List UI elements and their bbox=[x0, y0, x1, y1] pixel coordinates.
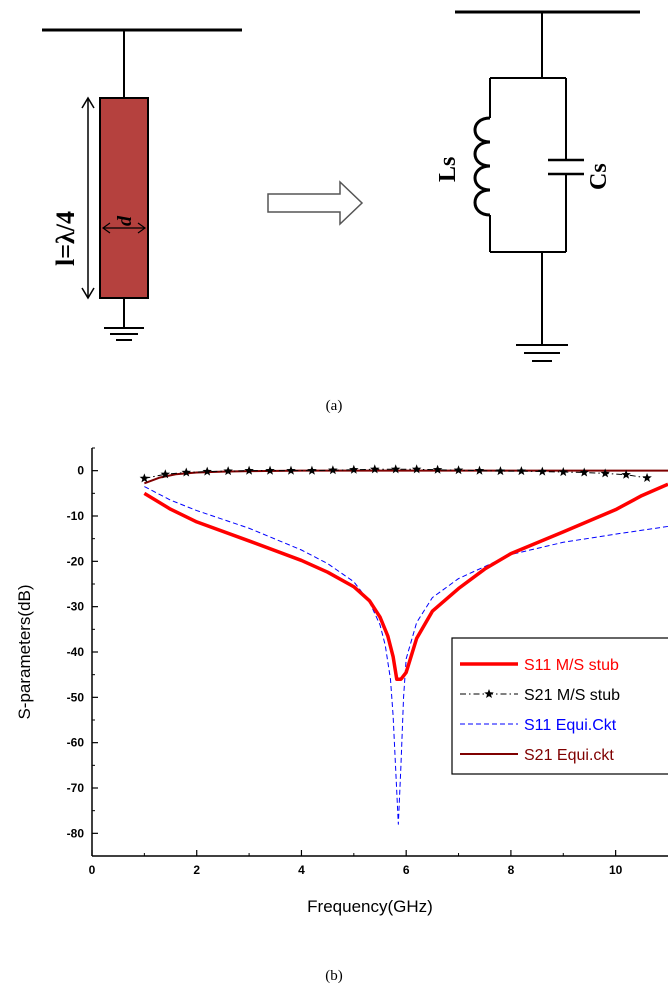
series-point-s21-m-s-stub bbox=[558, 467, 569, 477]
series-point-s21-m-s-stub bbox=[139, 473, 150, 483]
x-tick-label: 0 bbox=[89, 863, 96, 877]
stub-rect bbox=[99, 97, 149, 299]
x-tick-label: 6 bbox=[403, 863, 410, 877]
series-point-s21-m-s-stub bbox=[286, 465, 296, 475]
series-point-s21-m-s-stub bbox=[390, 464, 401, 474]
y-axis-title: S-parameters(dB) bbox=[15, 584, 34, 719]
series-line-s11-equi-ckt bbox=[144, 486, 668, 825]
series-point-s21-m-s-stub bbox=[202, 466, 212, 476]
y-tick-label: -10 bbox=[67, 509, 85, 523]
capacitor-label: Cs bbox=[586, 163, 612, 190]
series-point-s21-m-s-stub bbox=[579, 467, 589, 477]
legend-box bbox=[451, 637, 668, 775]
length-arrow bbox=[81, 96, 95, 300]
x-axis-title: Frequency(GHz) bbox=[307, 897, 433, 916]
diagram-caption: (a) bbox=[326, 398, 343, 414]
series-point-s21-m-s-stub bbox=[307, 465, 317, 475]
x-tick-label: 4 bbox=[298, 863, 305, 877]
y-tick-label: -30 bbox=[67, 600, 85, 614]
s-parameter-chart: 0 2 4 6 8 10 0 -10 -20 -30 -40 -50 -60 -70 -80 Frequen… bbox=[15, 447, 668, 984]
legend-label-s11-m-s-stub: S11 M/S stub bbox=[524, 657, 619, 674]
stub-diagram: l=λ/4 d Ls Cs bbox=[42, 10, 640, 414]
y-tick-label: 0 bbox=[77, 464, 84, 478]
series-line-s21-equi-ckt bbox=[144, 469, 668, 485]
series-point-s21-m-s-stub bbox=[370, 464, 380, 474]
tank-wires bbox=[489, 77, 567, 345]
series-point-s21-m-s-stub bbox=[474, 465, 485, 475]
series-point-s21-m-s-stub bbox=[223, 466, 233, 476]
series-point-s21-m-s-stub bbox=[265, 465, 275, 475]
width-arrow bbox=[101, 222, 147, 234]
y-tick-label: -50 bbox=[67, 690, 85, 704]
legend-label-s21-m-s-stub: S21 M/S stub bbox=[524, 687, 620, 704]
legend: S11 M/S stub S21 M/S stub S11 Equi.Ckt S21 … bbox=[451, 637, 668, 775]
series-point-s21-m-s-stub bbox=[453, 465, 464, 475]
series-point-s21-m-s-stub bbox=[600, 468, 610, 478]
series-point-s21-m-s-stub bbox=[181, 467, 192, 477]
stub-length-label: l=λ/4 bbox=[51, 211, 80, 266]
y-tick-label: -20 bbox=[67, 554, 85, 568]
legend-label-s21-equi-ckt: S21 Equi.ckt bbox=[524, 747, 614, 764]
ground-icon-left bbox=[104, 327, 144, 341]
series-point-s21-m-s-stub bbox=[516, 466, 527, 476]
series-point-s21-m-s-stub bbox=[621, 469, 631, 479]
ground-icon-right bbox=[516, 344, 568, 362]
series-point-s21-m-s-stub bbox=[349, 464, 359, 474]
inductor-label: Ls bbox=[435, 157, 461, 182]
stub-width-label: d bbox=[114, 215, 136, 226]
transform-arrow-icon bbox=[267, 180, 364, 226]
series-point-s21-m-s-stub bbox=[432, 464, 443, 474]
y-tick-label: -60 bbox=[67, 736, 85, 750]
series-point-s21-m-s-stub bbox=[642, 472, 652, 482]
series-point-s21-m-s-stub bbox=[411, 464, 422, 474]
chart-caption: (b) bbox=[325, 968, 343, 984]
y-tick-label: -80 bbox=[67, 826, 85, 840]
x-tick-label: 2 bbox=[193, 863, 200, 877]
series-point-s21-m-s-stub bbox=[495, 466, 506, 476]
y-tick-label: -40 bbox=[67, 645, 85, 659]
series-point-s21-m-s-stub bbox=[244, 465, 254, 475]
capacitor-icon bbox=[548, 158, 584, 176]
x-tick-label: 8 bbox=[508, 863, 515, 877]
series-point-s21-m-s-stub bbox=[537, 466, 548, 476]
legend-label-s11-equi-ckt: S11 Equi.Ckt bbox=[524, 717, 617, 734]
y-tick-label: -70 bbox=[67, 781, 85, 795]
legend-marker-s21-m-s-stub bbox=[484, 689, 494, 699]
inductor-icon bbox=[473, 116, 491, 217]
series-line-s11-m-s-stub bbox=[143, 482, 668, 681]
series-point-s21-m-s-stub bbox=[160, 469, 171, 479]
x-tick-label: 10 bbox=[609, 863, 623, 877]
series-point-s21-m-s-stub bbox=[328, 465, 338, 475]
